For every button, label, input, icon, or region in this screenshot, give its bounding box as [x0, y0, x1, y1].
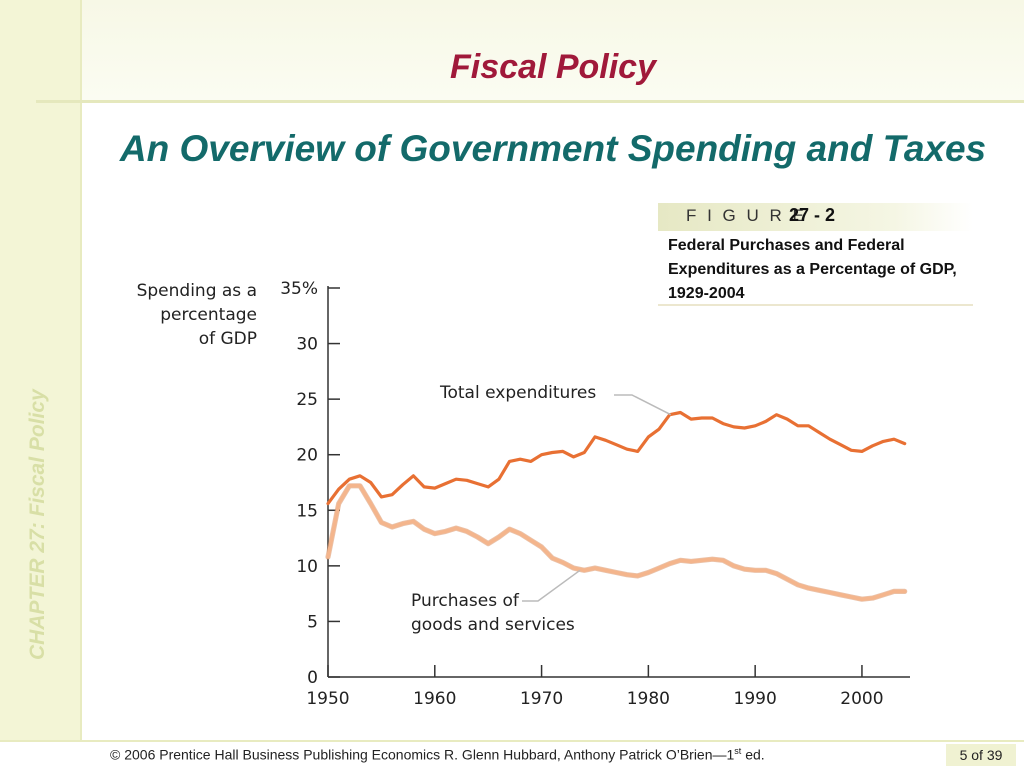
figure-tag: F I G U R E 27 - 2: [658, 203, 973, 231]
y-tick-label: 20: [296, 446, 318, 466]
y-axis-title-line: Spending as a: [137, 281, 257, 301]
y-axis-title-line: of GDP: [199, 329, 257, 349]
figure-word: F I G U R E: [686, 206, 807, 225]
annotation-purchases-line: Purchases of: [411, 591, 520, 611]
figure-number: 27 - 2: [789, 205, 836, 225]
series-total-expenditures: [326, 410, 907, 506]
footer-copyright-text: © 2006 Prentice Hall Business Publishing…: [110, 746, 735, 763]
x-tick-label: 2000: [840, 689, 883, 709]
header-band: [82, 0, 1024, 100]
footer-edition-suffix: ed.: [741, 746, 765, 763]
chart-series: [325, 410, 908, 602]
figure-caption: Federal Purchases and Federal Expenditur…: [668, 237, 957, 302]
y-tick-label: 5: [307, 612, 318, 632]
x-tick-label: 1970: [520, 689, 563, 709]
y-tick-label: 15: [296, 501, 318, 521]
slide-subtitle: An Overview of Government Spending and T…: [119, 128, 987, 169]
series-purchases: [326, 483, 907, 602]
y-axis-title-line: percentage: [160, 305, 257, 325]
y-tick-label: 30: [296, 335, 318, 355]
y-tick-label: 25: [296, 390, 318, 410]
y-tick-label: 35%: [280, 279, 318, 299]
chart-axes: 0 5 10 15 20 25 30 35% 1950 1960 1970 1980 1990 2000 S…: [137, 279, 910, 709]
footer-copyright: © 2006 Prentice Hall Business Publishing…: [110, 746, 765, 763]
figure-rule: [658, 304, 973, 306]
annotation-total-expenditures: Total expenditures: [439, 383, 596, 403]
footer-edition-sup: st: [734, 746, 742, 756]
annotation-purchases-line: goods and services: [411, 615, 575, 635]
page-number-badge: 5 of 39: [946, 744, 1016, 766]
footer-rule: [0, 740, 1024, 742]
annotation-leader-total: [614, 394, 672, 416]
slide-title: Fiscal Policy: [450, 48, 656, 86]
header-rule: [36, 100, 1024, 103]
x-tick-label: 1990: [734, 689, 777, 709]
x-tick-label: 1980: [627, 689, 670, 709]
x-tick-label: 1950: [306, 689, 349, 709]
series-purchases-outline: [325, 483, 908, 602]
annotation-leader-purchases: [522, 569, 581, 602]
side-strip: [0, 0, 82, 740]
chart-annotations: Total expenditures Purchases of goods and …: [411, 383, 672, 635]
x-tick-label: 1960: [413, 689, 456, 709]
y-tick-label: 10: [296, 557, 318, 577]
y-tick-label: 0: [307, 668, 318, 688]
